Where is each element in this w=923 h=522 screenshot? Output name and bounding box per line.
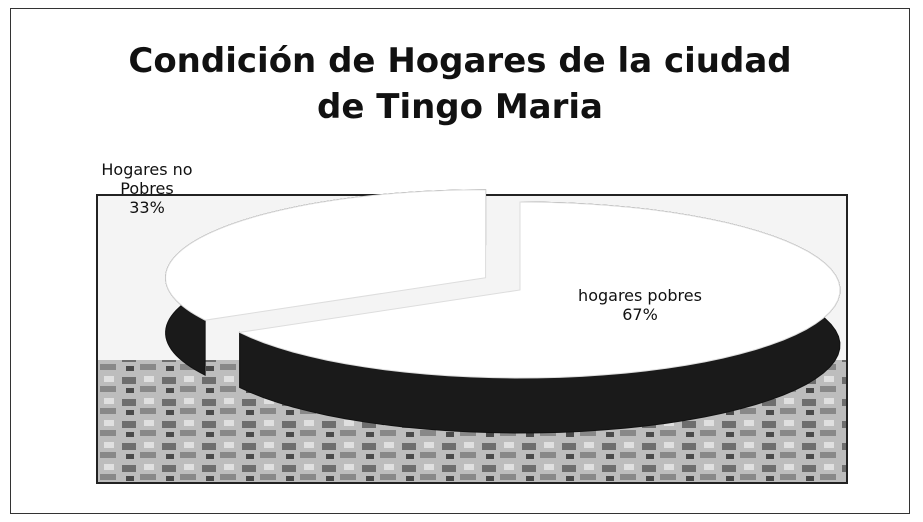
slice-label: Hogares no Pobres 33% xyxy=(82,160,212,217)
slice xyxy=(165,189,487,321)
value-label: 33% xyxy=(129,198,165,217)
pie xyxy=(165,189,841,434)
chart-title: Condición de Hogares de la ciudad de Tin… xyxy=(128,41,792,127)
category-label: Hogares no Pobres xyxy=(101,160,193,198)
value-label: 67% xyxy=(622,305,658,324)
slice xyxy=(237,201,841,379)
slide-frame xyxy=(10,8,910,514)
slice-label: hogares pobres 67% xyxy=(540,286,740,324)
category-label: hogares pobres xyxy=(578,286,702,305)
